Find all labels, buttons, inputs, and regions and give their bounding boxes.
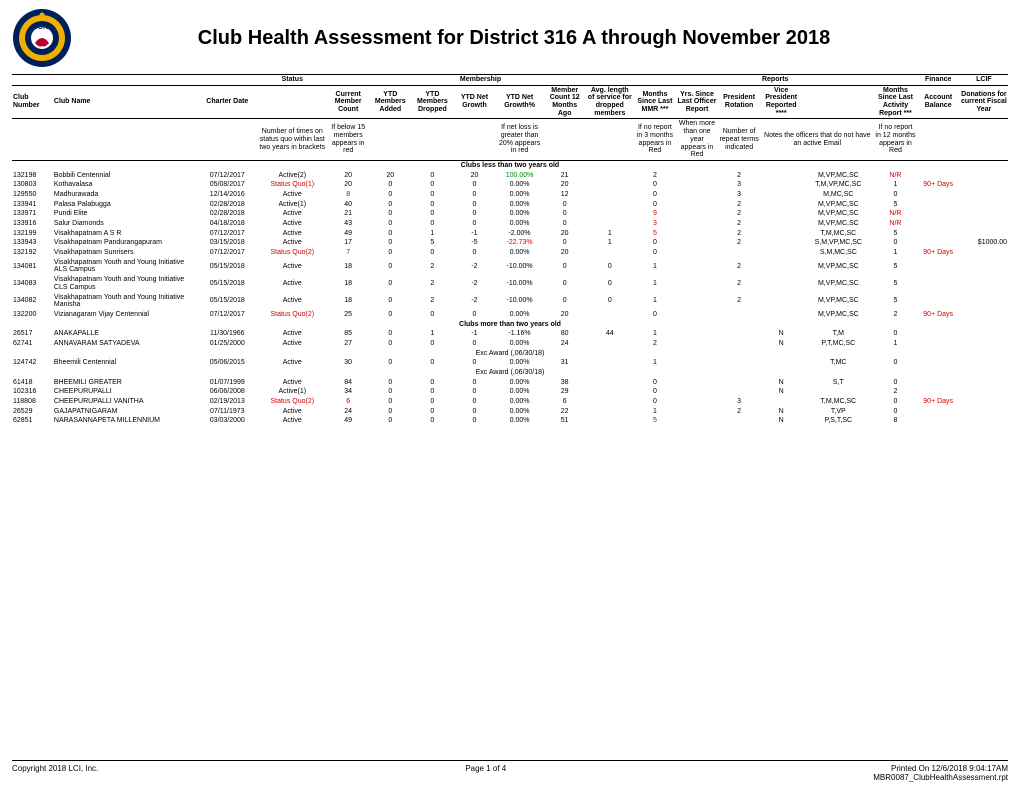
hd-bal: Account Balance (917, 85, 960, 119)
table-row: 26529GAJAPATNIGARAM07/11/1973Active24000… (12, 407, 1008, 417)
hd-status (257, 85, 327, 119)
hd-added: YTD Members Added (369, 85, 411, 119)
hd-charter: Charter Date (197, 85, 257, 119)
hd-mmr: Months Since Last MMR *** (634, 85, 676, 119)
section-title: Clubs less than two years old (12, 160, 1008, 170)
table-row: 134082Visakhapatnam Youth and Young Init… (12, 293, 1008, 310)
footer-copy: Copyright 2018 LCI, Inc. (12, 764, 98, 782)
table-row: 102316CHEEPURUPALLI06/06/2008Active(1)34… (12, 387, 1008, 397)
table-row: 133916Salur Diamonds04/18/2018Active4300… (12, 219, 1008, 229)
note-vp: Notes the officers that do not have an a… (760, 119, 874, 160)
row-subnote: Exc Award (,06/30/18) (12, 349, 1008, 359)
report-table: Status Membership Reports Finance LCIF C… (12, 74, 1008, 426)
table-row: 62741ANNAVARAM SATYADEVA01/25/2000Active… (12, 339, 1008, 349)
table-row: 61418BHEEMILI GREATER01/07/1999Active840… (12, 378, 1008, 388)
grp-membership: Membership (327, 75, 634, 86)
hd-act: Months Since Last Activity Report *** (874, 85, 916, 119)
table-row: 118808CHEEPURUPALLI VANITHA02/19/2013Sta… (12, 397, 1008, 407)
note-curr: If below 15 members appears in red (327, 119, 369, 160)
hd-pres: President Rotation (718, 85, 760, 119)
footer-file: MBR0087_ClubHealthAssessment.rpt (873, 773, 1008, 782)
table-row: 62851NARASANNAPETA MILLENNIUM03/03/2000A… (12, 416, 1008, 426)
footer-printed: Printed On 12/6/2018 9:04:17AM (873, 764, 1008, 773)
grp-status: Status (257, 75, 327, 86)
hd-dropped: YTD Members Dropped (411, 85, 453, 119)
table-row: 133943Visakhapatnam Pandurangapuram03/15… (12, 238, 1008, 248)
hd-clubnum: Club Number (12, 85, 53, 119)
note-pres: Number of repeat terms indicated (718, 119, 760, 160)
note-netpct: If net loss is greater than 20% appears … (496, 119, 544, 160)
hd-don: Donations for current Fiscal Year (960, 85, 1008, 119)
hd-clubname: Club Name (53, 85, 197, 119)
page-title: Club Health Assessment for District 316 … (80, 27, 948, 50)
note-act: If no report in 12 months appears in Red (874, 119, 916, 160)
table-row: 133941Palasa Palabugga02/28/2018Active(1… (12, 200, 1008, 210)
lions-logo: LIONS (12, 8, 72, 68)
hd-avg: Avg. length of service for dropped membe… (586, 85, 634, 119)
hd-netg: YTD Net Growth (453, 85, 495, 119)
table-row: 132198Bobbili Centennial07/12/2017Active… (12, 171, 1008, 181)
grp-lcif: LCIF (960, 75, 1008, 86)
table-row: 132192Visakhapatnam Sunrisers07/12/2017S… (12, 248, 1008, 258)
footer-page: Page 1 of 4 (465, 764, 506, 782)
note-mmr: If no report in 3 months appears in Red (634, 119, 676, 160)
svg-text:LIONS: LIONS (31, 24, 53, 31)
note-yrs: When more than one year appears in Red (676, 119, 718, 160)
hd-netpct: YTD Net Growth% (496, 85, 544, 119)
table-row: 134081Visakhapatnam Youth and Young Init… (12, 258, 1008, 275)
page-footer: Copyright 2018 LCI, Inc. Page 1 of 4 Pri… (12, 760, 1008, 782)
table-row: 132200Vizianagaram Vijay Centennial07/12… (12, 310, 1008, 320)
table-row: 124742Bheemili Centennial05/06/2015Activ… (12, 358, 1008, 368)
hd-vp: Vice President Reported **** (760, 85, 802, 119)
table-row: 26517ANAKAPALLE11/30/1966Active8501-1-1.… (12, 329, 1008, 339)
table-row: 133971Pundi Elite02/28/2018Active210000.… (12, 209, 1008, 219)
note-status: Number of times on status quo within las… (257, 119, 327, 160)
grp-reports: Reports (634, 75, 917, 86)
table-row: 130803Kothavalasa05/08/2017Status Quo(1)… (12, 180, 1008, 190)
hd-c12: Member Count 12 Months Ago (544, 85, 586, 119)
grp-finance: Finance (917, 75, 960, 86)
hd-curr: Current Member Count (327, 85, 369, 119)
hd-yrs: Yrs. Since Last Officer Report (676, 85, 718, 119)
row-subnote: Exc Award (,06/30/18) (12, 368, 1008, 378)
table-row: 129550Madhurawada12/14/2016Active80000.0… (12, 190, 1008, 200)
section-title: Clubs more than two years old (12, 320, 1008, 330)
table-row: 134083Visakhapatnam Youth and Young Init… (12, 275, 1008, 292)
table-row: 132199Visakhapatnam A S R07/12/2017Activ… (12, 229, 1008, 239)
